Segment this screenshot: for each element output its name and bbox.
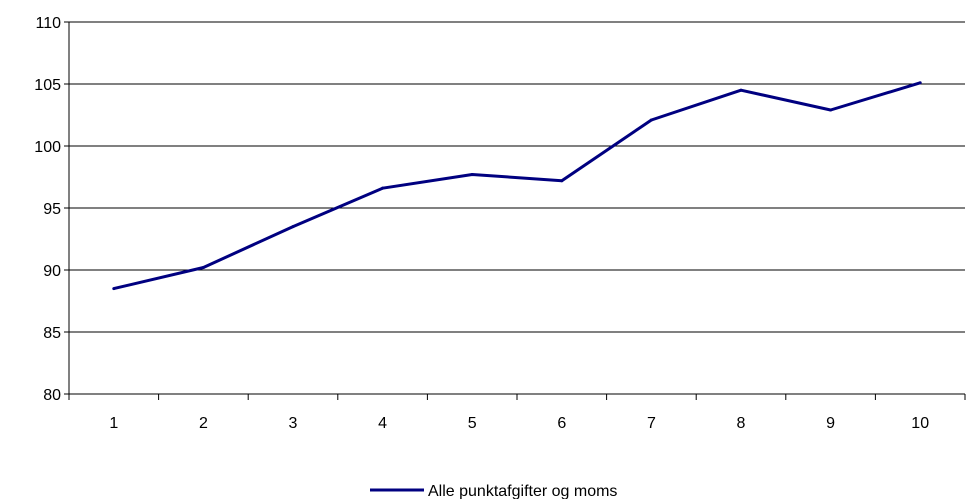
legend-label: Alle punktafgifter og moms [428, 483, 617, 499]
data-point [649, 118, 653, 122]
y-tick-label: 85 [43, 325, 61, 342]
data-point [739, 88, 743, 92]
x-tick-label: 5 [468, 415, 477, 432]
data-point [829, 108, 833, 112]
y-tick-label: 90 [43, 263, 61, 280]
x-tick-label: 1 [109, 415, 118, 432]
x-tick-label: 9 [826, 415, 835, 432]
x-tick-label: 3 [289, 415, 298, 432]
data-point [560, 179, 564, 183]
y-tick-label: 95 [43, 201, 61, 218]
x-tick-label: 4 [378, 415, 387, 432]
y-tick-label: 80 [43, 387, 61, 404]
x-axis-ticks: 1 2 3 4 5 6 7 8 9 10 [68, 394, 966, 432]
data-point [381, 186, 385, 190]
data-point [291, 225, 295, 229]
grid-lines [69, 21, 965, 333]
data-point [201, 266, 205, 270]
x-tick-label: 10 [911, 415, 929, 432]
data-point [470, 173, 474, 177]
data-point [112, 287, 116, 291]
data-point [918, 81, 922, 85]
x-tick-label: 6 [557, 415, 566, 432]
series-line-0 [113, 81, 921, 291]
x-tick-label: 7 [647, 415, 656, 432]
y-axis-ticks: 80 85 90 95 100 105 110 [34, 15, 69, 404]
y-tick-label: 100 [34, 139, 61, 156]
y-tick-label: 110 [35, 15, 61, 32]
x-tick-label: 2 [199, 415, 208, 432]
series-layer [112, 81, 922, 291]
legend: Alle punktafgifter og moms [370, 483, 617, 499]
x-tick-label: 8 [737, 415, 746, 432]
y-tick-label: 105 [34, 77, 61, 94]
